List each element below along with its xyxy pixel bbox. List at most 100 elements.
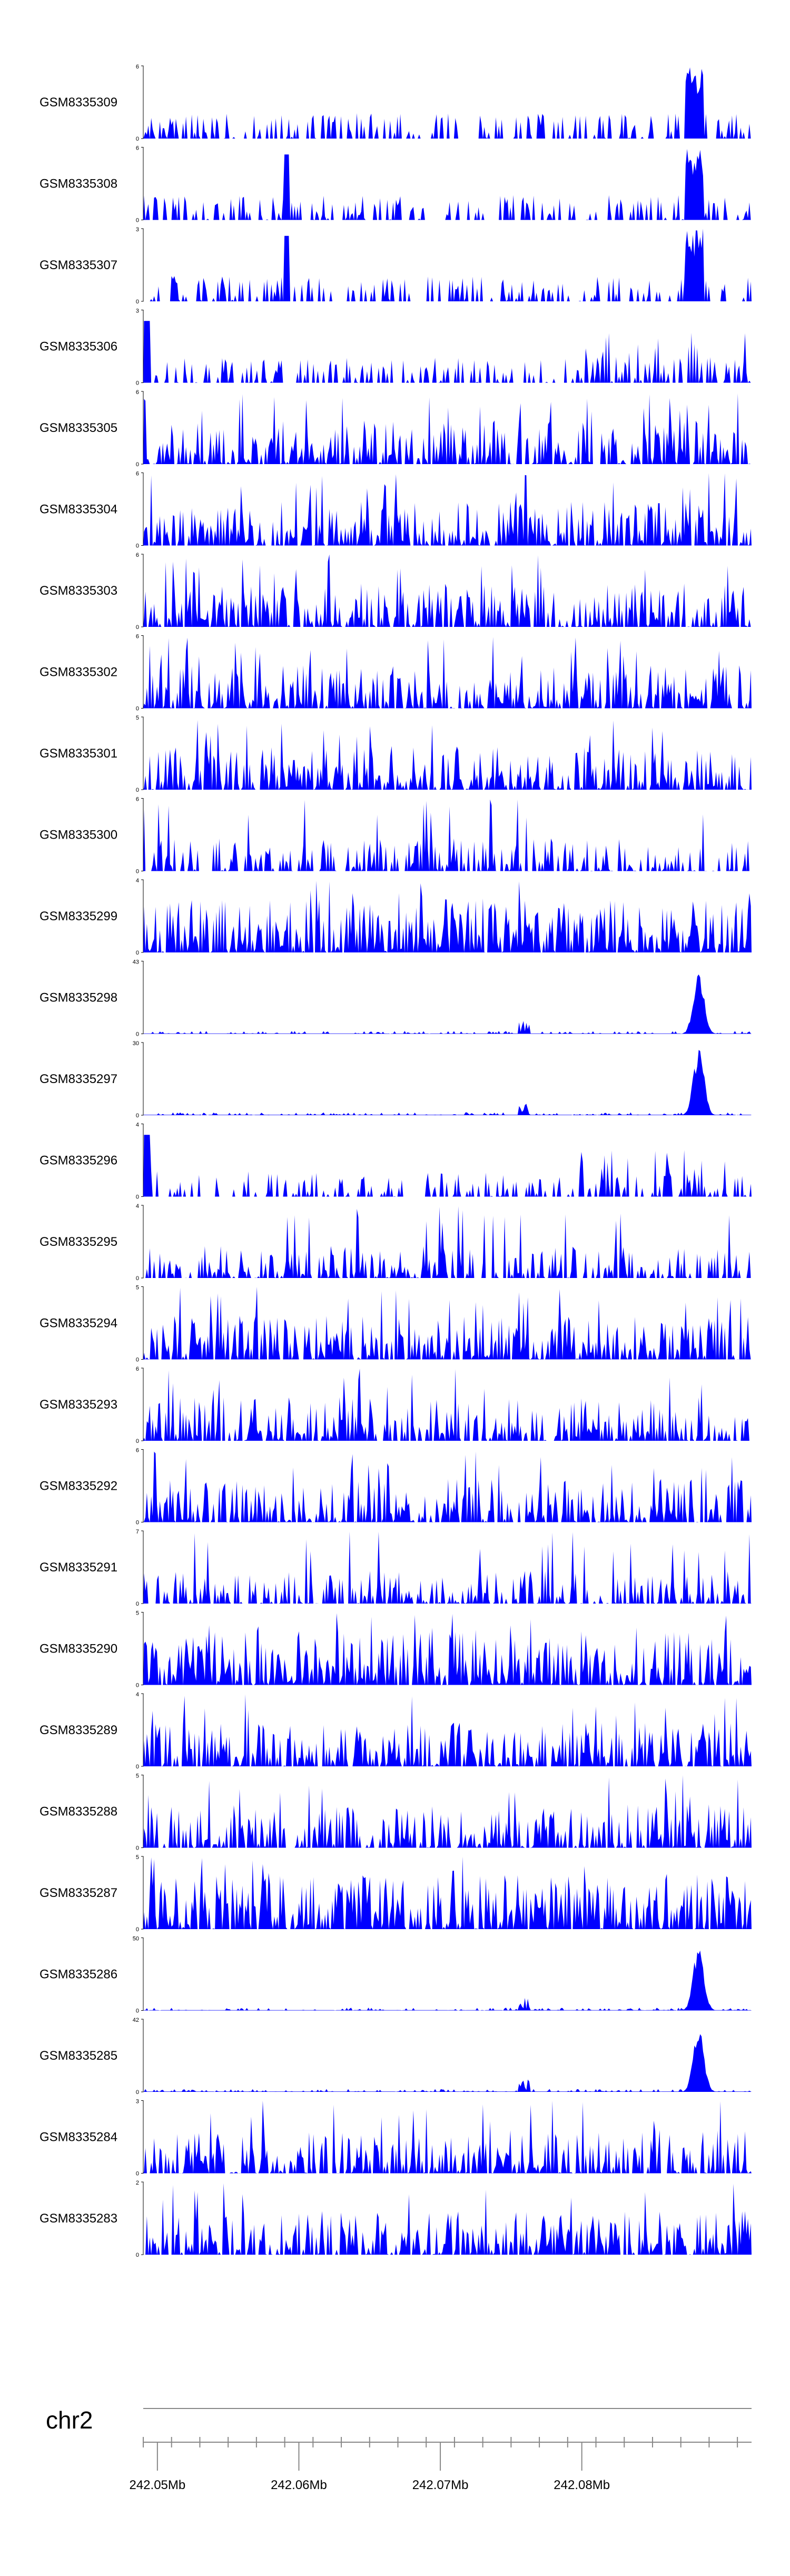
signal-area [143, 1775, 752, 1848]
signal-area [143, 1856, 752, 1929]
signal-area [143, 1613, 752, 1685]
track-GSM8335302: GSM8335302 6 0 [39, 634, 752, 712]
track-GSM8335298: GSM8335298 43 0 [39, 959, 752, 1038]
y-min-label: 0 [136, 2252, 139, 2258]
coordinate-label: 242.07Mb [412, 2478, 469, 2492]
y-max-label: 4 [136, 878, 139, 884]
y-max-label: 6 [136, 145, 139, 152]
track-label: GSM8335283 [39, 2211, 117, 2226]
track-label: GSM8335296 [39, 1154, 117, 1168]
track-GSM8335295: GSM8335295 4 0 [39, 1203, 752, 1282]
y-min-label: 0 [136, 461, 139, 468]
genome-axis: chr2 242.05Mb 242.06Mb 242.07Mb 242.08Mb [46, 2406, 752, 2492]
y-min-label: 0 [136, 380, 139, 387]
track-y-axis [141, 1124, 144, 1197]
signal-area [143, 1206, 752, 1278]
track-y-axis [141, 879, 144, 953]
track-GSM8335308: GSM8335308 6 0 [39, 145, 752, 224]
track-GSM8335309: GSM8335309 6 0 [39, 64, 752, 142]
track-y-axis [141, 1205, 144, 1279]
signal-area [143, 149, 752, 220]
y-max-label: 6 [136, 64, 139, 70]
signal-area [143, 229, 752, 301]
track-label: GSM8335288 [39, 1805, 117, 1819]
chromosome-label: chr2 [46, 2406, 93, 2434]
track-y-axis [141, 716, 144, 790]
track-label: GSM8335301 [39, 746, 117, 761]
y-max-label: 6 [136, 1366, 139, 1372]
track-label: GSM8335293 [39, 1398, 117, 1412]
track-y-axis [141, 391, 144, 465]
y-min-label: 0 [136, 299, 139, 305]
track-GSM8335288: GSM8335288 5 0 [39, 1773, 752, 1852]
track-y-axis [141, 2019, 144, 2092]
y-min-label: 0 [136, 1438, 139, 1444]
y-min-label: 0 [136, 869, 139, 875]
track-GSM8335285: GSM8335285 42 0 [39, 2017, 752, 2096]
track-label: GSM8335309 [39, 95, 117, 110]
y-max-label: 5 [136, 1854, 139, 1861]
y-min-label: 0 [136, 1357, 139, 1363]
y-max-label: 50 [133, 1936, 139, 1942]
y-max-label: 43 [133, 959, 139, 966]
track-y-axis [141, 961, 144, 1034]
signal-area [143, 321, 752, 383]
track-label: GSM8335291 [39, 1560, 117, 1575]
y-min-label: 0 [136, 950, 139, 956]
y-max-label: 4 [136, 1203, 139, 1210]
track-label: GSM8335305 [39, 421, 117, 435]
track-label: GSM8335285 [39, 2049, 117, 2063]
coordinate-label: 242.08Mb [554, 2478, 610, 2492]
track-GSM8335306: GSM8335306 3 0 [39, 308, 752, 387]
signal-area [143, 720, 752, 790]
track-label: GSM8335298 [39, 991, 117, 1005]
track-y-axis [141, 1368, 144, 1441]
track-label: GSM8335303 [39, 584, 117, 598]
track-GSM8335284: GSM8335284 3 0 [39, 2099, 752, 2177]
signal-area [143, 2183, 752, 2255]
track-GSM8335292: GSM8335292 6 0 [39, 1448, 752, 1526]
track-label: GSM8335308 [39, 177, 117, 191]
track-y-axis [141, 1938, 144, 2011]
track-GSM8335294: GSM8335294 5 0 [39, 1285, 752, 1363]
signal-area [143, 1451, 752, 1522]
track-y-axis [141, 635, 144, 709]
track-GSM8335303: GSM8335303 6 0 [39, 552, 752, 631]
y-max-label: 5 [136, 1610, 139, 1617]
track-label: GSM8335295 [39, 1235, 117, 1249]
coordinate-label: 242.06Mb [271, 2478, 327, 2492]
signal-area [143, 2034, 752, 2092]
signal-area [143, 67, 752, 139]
signal-area [143, 1050, 752, 1115]
y-max-label: 5 [136, 1285, 139, 1291]
track-GSM8335301: GSM8335301 5 0 [39, 715, 752, 793]
y-min-label: 0 [136, 1194, 139, 1201]
signal-area [143, 1950, 752, 2011]
y-min-label: 0 [136, 218, 139, 224]
y-min-label: 0 [136, 136, 139, 142]
track-GSM8335286: GSM8335286 50 0 [39, 1936, 752, 2014]
track-y-axis [141, 798, 144, 871]
signal-area [143, 2100, 752, 2174]
signal-area [143, 637, 752, 709]
track-y-axis [141, 473, 144, 546]
y-max-label: 2 [136, 2180, 139, 2186]
y-min-label: 0 [136, 1601, 139, 1607]
y-min-label: 0 [136, 2089, 139, 2096]
track-y-axis [141, 65, 144, 139]
track-GSM8335287: GSM8335287 5 0 [39, 1854, 752, 1933]
y-min-label: 0 [136, 1113, 139, 1119]
track-y-axis [141, 1286, 144, 1360]
signal-area [143, 799, 752, 871]
track-GSM8335307: GSM8335307 3 0 [39, 227, 752, 305]
track-GSM8335289: GSM8335289 4 0 [39, 1692, 752, 1770]
y-max-label: 42 [133, 2017, 139, 2023]
y-min-label: 0 [136, 2008, 139, 2014]
track-y-axis [141, 228, 144, 302]
y-min-label: 0 [136, 1520, 139, 1526]
track-y-axis [141, 554, 144, 627]
track-GSM8335283: GSM8335283 2 0 [39, 2180, 752, 2258]
axis-ticks: 242.05Mb 242.06Mb 242.07Mb 242.08Mb [129, 2437, 738, 2492]
y-max-label: 5 [136, 715, 139, 721]
